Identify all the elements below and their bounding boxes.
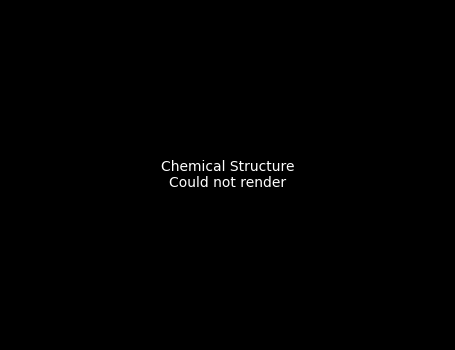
Text: Chemical Structure
Could not render: Chemical Structure Could not render xyxy=(161,160,294,190)
